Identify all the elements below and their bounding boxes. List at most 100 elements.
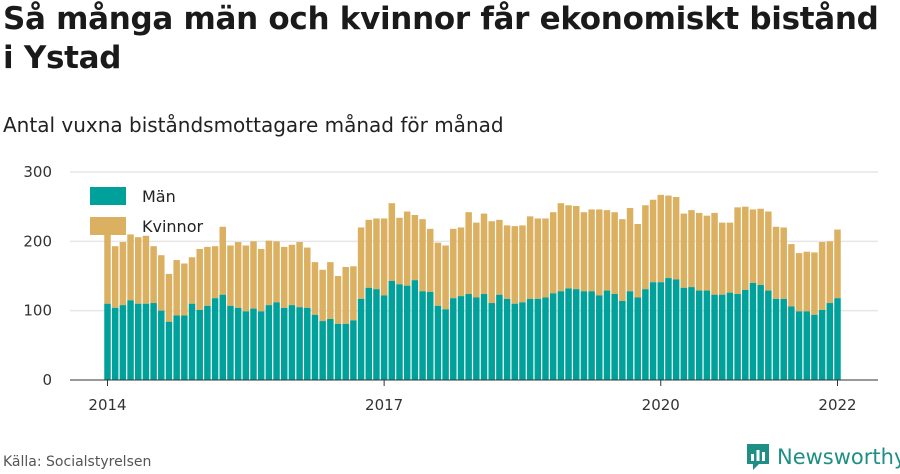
bar-man [611,294,618,380]
brand-logo[interactable]: Newsworthy [745,442,900,472]
bar-kvinnor [765,211,772,291]
bar-man [473,297,480,380]
bar-man [803,311,811,380]
legend-label-women: Kvinnor [142,217,203,236]
bar-chart-logo-icon [747,444,769,470]
bar-kvinnor [672,196,680,280]
y-tick-label: 0 [42,371,52,389]
bar-kvinnor [334,276,342,324]
bar-chart: 0 100 200 300 2014 2017 2020 2022 Män Kvinnor [23,163,878,414]
bar-man [134,303,142,380]
bar-kvinnor [488,221,495,304]
bar-kvinnor [580,212,588,292]
bar-kvinnor [357,227,365,299]
bar-kvinnor [296,242,303,308]
bar-kvinnor [219,226,227,295]
bar-kvinnor [457,227,465,297]
bar-kvinnor [104,234,111,304]
bar-man [280,307,288,380]
bar-kvinnor [188,257,196,304]
x-tick-label: 2020 [642,396,680,414]
legend: Män Kvinnor [90,187,203,236]
bar-man [726,292,734,380]
bar-kvinnor [311,262,319,315]
bar-kvinnor [380,218,388,296]
bar-man [457,296,465,380]
bar-man [588,291,595,380]
bar-man [534,298,542,380]
bar-man [119,305,127,380]
bar-man [480,294,488,380]
bar-man [419,291,426,380]
bar-kvinnor [757,208,764,286]
bar-kvinnor [350,266,357,321]
bar-man [549,293,557,380]
bar-man [511,303,519,380]
bar-man [219,294,227,380]
bar-kvinnor [511,226,519,304]
bar-kvinnor [119,242,127,306]
bar-man [111,307,119,380]
bar-kvinnor [342,266,349,324]
legend-label-men: Män [142,187,176,206]
bar-man [426,291,434,380]
bar-kvinnor [657,194,665,283]
bar-man [811,314,818,380]
bar-man [749,282,757,380]
bar-man [657,282,665,380]
source-note: Källa: Socialstyrelsen [3,454,152,470]
bar-man [273,302,280,380]
bar-man [672,279,680,380]
bar-kvinnor [811,252,818,315]
bar-kvinnor [642,205,649,290]
x-tick-label: 2017 [365,396,403,414]
bar-kvinnor [411,214,419,281]
bar-man [826,303,834,380]
bar-man [519,302,526,380]
bar-kvinnor [718,222,726,295]
bar-kvinnor [519,225,526,303]
chart-title: Så många män och kvinnor får ekonomiskt … [3,1,879,76]
bar-kvinnor [680,213,688,288]
bar-man [304,307,311,380]
bar-man [250,308,257,380]
bar-man [165,321,173,380]
bar-kvinnor [196,248,203,310]
bar-man [772,298,780,380]
bar-man [765,290,772,380]
bar-man [665,278,672,380]
bar-man [127,300,134,380]
bar-kvinnor [826,241,834,304]
bar-man [711,294,718,380]
bar-man [158,310,165,380]
bar-man [596,295,603,380]
bar-man [488,303,495,380]
bar-kvinnor [442,245,449,310]
bar-man [795,311,803,380]
bar-man [342,323,349,380]
bar-man [319,321,326,380]
bar-kvinnor [565,205,572,289]
bar-kvinnor [480,213,488,295]
bar-man [718,294,726,380]
bar-man [757,285,764,380]
bar-kvinnor [450,228,457,299]
y-tick-label: 200 [23,232,52,250]
bar-kvinnor [703,215,711,291]
x-tick-label: 2014 [88,396,126,414]
bar-kvinnor [649,199,657,283]
bar-man [350,320,357,380]
bar-kvinnor [142,235,150,304]
bar-kvinnor [250,241,257,309]
x-tick-label: 2022 [818,396,856,414]
bar-kvinnor [473,222,480,298]
bar-kvinnor [388,203,396,281]
bar-kvinnor [503,225,511,299]
bar-man [626,291,634,380]
bar-kvinnor [265,240,273,306]
bar-kvinnor [596,209,603,296]
bar-man [634,297,641,380]
bar-man [703,290,711,380]
bar-kvinnor [542,218,549,298]
bar-kvinnor [396,217,403,285]
